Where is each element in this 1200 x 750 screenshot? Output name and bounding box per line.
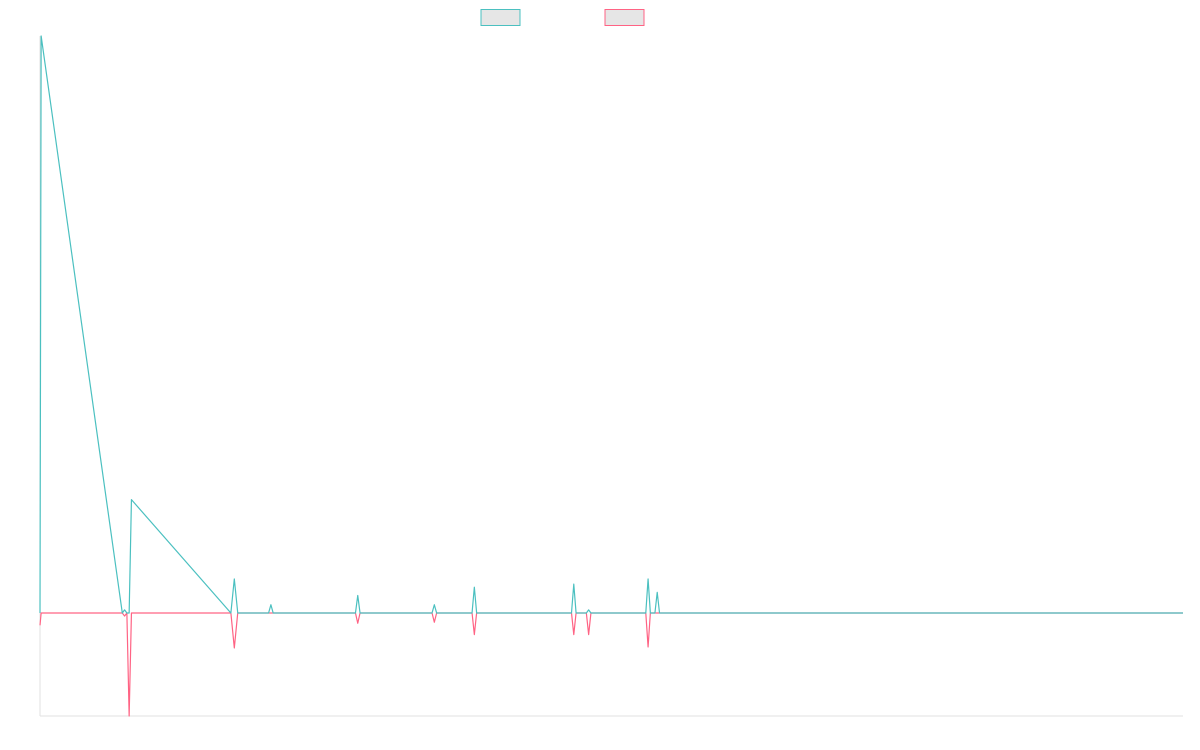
series-2-line: [39, 612, 1183, 717]
legend-swatch-series-2[interactable]: [604, 9, 645, 26]
legend[interactable]: [480, 9, 645, 26]
axes: [39, 36, 1183, 717]
legend-swatch-series-1[interactable]: [480, 9, 521, 26]
series-layer: [39, 35, 1183, 717]
series-1-line: [39, 35, 1183, 614]
